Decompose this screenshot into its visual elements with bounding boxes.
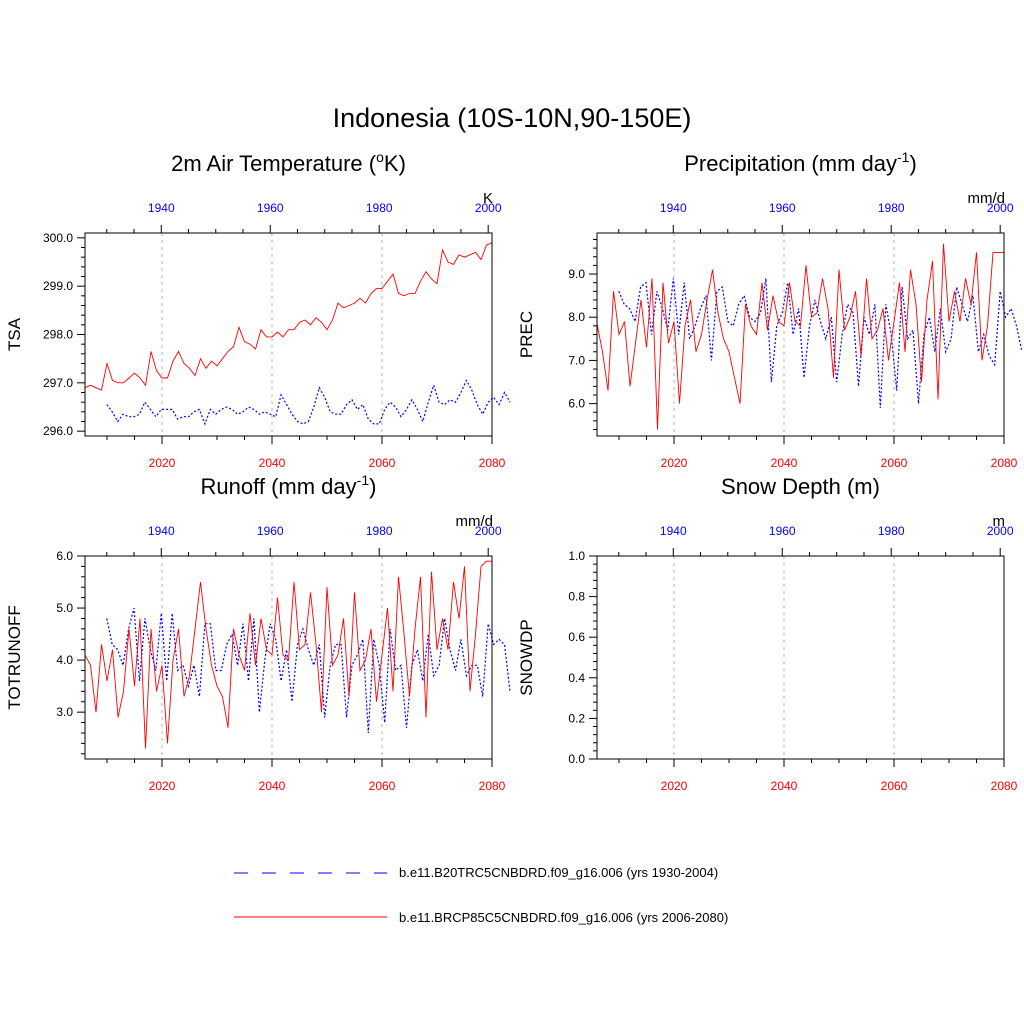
plot-frame xyxy=(596,555,1005,760)
y-tick-label: 6.0 xyxy=(568,397,585,411)
panel-title: Runoff (mm day-1) xyxy=(201,472,377,499)
x-tick-label-top: 1980 xyxy=(878,524,905,538)
x-tick-label-top: 1940 xyxy=(148,201,175,215)
series-line-future xyxy=(84,242,493,391)
y-tick-label: 0.0 xyxy=(568,752,585,766)
legend: b.e11.B20TRC5CNBDRD.f09_g16.006 (yrs 193… xyxy=(234,865,728,925)
y-tick-label: 296.0 xyxy=(43,424,73,438)
x-tick-label-bottom: 2020 xyxy=(149,456,176,470)
series-line-historical xyxy=(106,379,511,426)
y-tick-label: 0.2 xyxy=(568,711,585,725)
x-tick-label-top: 2000 xyxy=(987,524,1014,538)
panel-title: Precipitation (mm day-1) xyxy=(684,149,917,176)
x-tick-label-bottom: 2040 xyxy=(259,779,286,793)
x-tick-label-bottom: 2040 xyxy=(259,456,286,470)
x-tick-label-bottom: 2060 xyxy=(881,456,908,470)
y-tick-label: 0.8 xyxy=(568,590,585,604)
y-tick-label: 297.0 xyxy=(43,376,73,390)
x-tick-label-top: 1980 xyxy=(366,201,393,215)
x-tick-label-top: 1940 xyxy=(660,524,687,538)
series-line-future xyxy=(596,243,1004,430)
x-tick-label-bottom: 2080 xyxy=(479,779,506,793)
main-title: Indonesia (10S-10N,90-150E) xyxy=(333,103,692,133)
x-tick-label-bottom: 2060 xyxy=(369,779,396,793)
series-line-historical xyxy=(618,278,1023,408)
x-tick-label-top: 1960 xyxy=(257,201,284,215)
units-label: mm/d xyxy=(968,190,1006,207)
units-label: mm/d xyxy=(456,513,494,530)
y-tick-label: 4.0 xyxy=(56,653,73,667)
panel-title: Snow Depth (m) xyxy=(721,474,880,499)
y-tick-label: 5.0 xyxy=(56,601,73,615)
y-tick-label: 0.4 xyxy=(568,671,585,685)
panel-snow-depth: Snow Depth (m) SNOWDP m 2020 2040 2060 2080 194… xyxy=(517,474,1018,793)
plot-frame xyxy=(84,555,493,760)
x-tick-label-top: 1980 xyxy=(366,524,393,538)
x-tick-label-bottom: 2020 xyxy=(661,456,688,470)
x-tick-label-bottom: 2040 xyxy=(771,456,798,470)
y-tick-label: 7.0 xyxy=(568,353,585,367)
panel-precipitation: Precipitation (mm day-1) PREC mm/d 2020 2040… xyxy=(517,149,1023,470)
x-tick-label-bottom: 2080 xyxy=(991,456,1018,470)
panel-air-temperature: 2m Air Temperature (oK) TSA K 2020 2040 2060 2… xyxy=(5,149,511,470)
y-axis-label: PREC xyxy=(517,311,536,358)
panel-title: 2m Air Temperature (oK) xyxy=(171,149,406,176)
y-tick-label: 8.0 xyxy=(568,310,585,324)
y-tick-label: 299.0 xyxy=(43,279,73,293)
x-tick-label-bottom: 2060 xyxy=(369,456,396,470)
x-tick-label-bottom: 2020 xyxy=(149,779,176,793)
y-axis-label: TSA xyxy=(5,317,24,351)
x-tick-label-bottom: 2080 xyxy=(479,456,506,470)
x-tick-label-top: 1940 xyxy=(660,201,687,215)
y-axis-label: TOTRUNOFF xyxy=(5,605,24,710)
units-label: m xyxy=(993,513,1006,530)
x-tick-label-top: 2000 xyxy=(475,201,502,215)
x-tick-label-top: 2000 xyxy=(987,201,1014,215)
y-tick-label: 6.0 xyxy=(56,549,73,563)
x-tick-label-bottom: 2060 xyxy=(881,779,908,793)
x-tick-label-top: 1940 xyxy=(148,524,175,538)
x-tick-label-top: 1960 xyxy=(769,201,796,215)
y-tick-label: 1.0 xyxy=(568,549,585,563)
y-tick-label: 9.0 xyxy=(568,267,585,281)
y-tick-label: 300.0 xyxy=(43,231,73,245)
series-line-future xyxy=(84,560,492,749)
x-tick-label-top: 1960 xyxy=(257,524,284,538)
x-tick-label-bottom: 2040 xyxy=(771,779,798,793)
legend-label-historical: b.e11.B20TRC5CNBDRD.f09_g16.006 (yrs 193… xyxy=(399,865,718,880)
y-tick-label: 0.6 xyxy=(568,630,585,644)
units-label: K xyxy=(483,190,493,207)
plot-frame xyxy=(84,232,493,437)
panel-runoff: Runoff (mm day-1) TOTRUNOFF mm/d 2020 2040 20… xyxy=(5,472,511,793)
legend-label-future: b.e11.BRCP85C5CNBDRD.f09_g16.006 (yrs 20… xyxy=(399,910,728,925)
x-tick-label-top: 2000 xyxy=(475,524,502,538)
y-axis-label: SNOWDP xyxy=(517,619,536,696)
x-tick-label-bottom: 2020 xyxy=(661,779,688,793)
y-tick-label: 3.0 xyxy=(56,705,73,719)
x-tick-label-top: 1980 xyxy=(878,201,905,215)
y-tick-label: 298.0 xyxy=(43,328,73,342)
x-tick-label-top: 1960 xyxy=(769,524,796,538)
x-tick-label-bottom: 2080 xyxy=(991,779,1018,793)
